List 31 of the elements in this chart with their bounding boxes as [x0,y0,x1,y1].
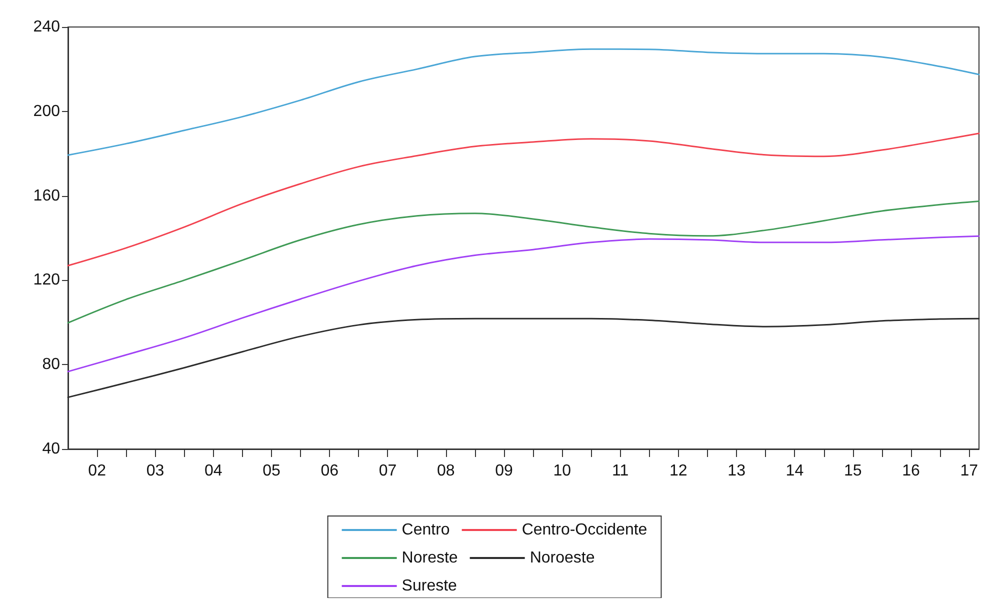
x-tick-label: 14 [786,462,804,480]
x-tick-label: 07 [378,462,397,480]
x-tick-label: 15 [844,462,862,480]
y-tick-label: 160 [33,187,60,204]
line-series [67,200,980,324]
x-tick-label: 02 [88,462,106,480]
x-tick-label: 10 [553,462,572,480]
x-tick-label: 08 [436,462,455,480]
line-series [67,132,980,266]
line-series [67,235,980,372]
x-tick-label: 11 [612,462,629,480]
y-tick-label: 120 [33,272,60,289]
y-tick-label: 200 [33,102,60,120]
legend-label: Sureste [402,578,458,594]
x-tick-label: 03 [146,462,164,480]
legend-label: Noreste [402,550,458,566]
x-tick-label: 05 [262,462,280,480]
x-tick-label: 06 [320,462,339,480]
legend-label: Centro-Occidente [522,522,648,538]
line-series [67,48,980,156]
legend-label: Centro [402,522,450,538]
y-tick-label: 240 [33,18,60,36]
x-tick-label: 17 [960,462,978,480]
y-tick-label: 40 [42,440,60,458]
x-tick-label: 09 [495,462,514,480]
x-tick-label: 16 [902,462,920,480]
legend-label: Noroeste [530,550,595,566]
x-tick-label: 12 [670,462,688,480]
y-tick-label: 80 [42,356,60,374]
x-tick-label: 13 [728,462,746,480]
x-tick-label: 04 [204,462,222,480]
